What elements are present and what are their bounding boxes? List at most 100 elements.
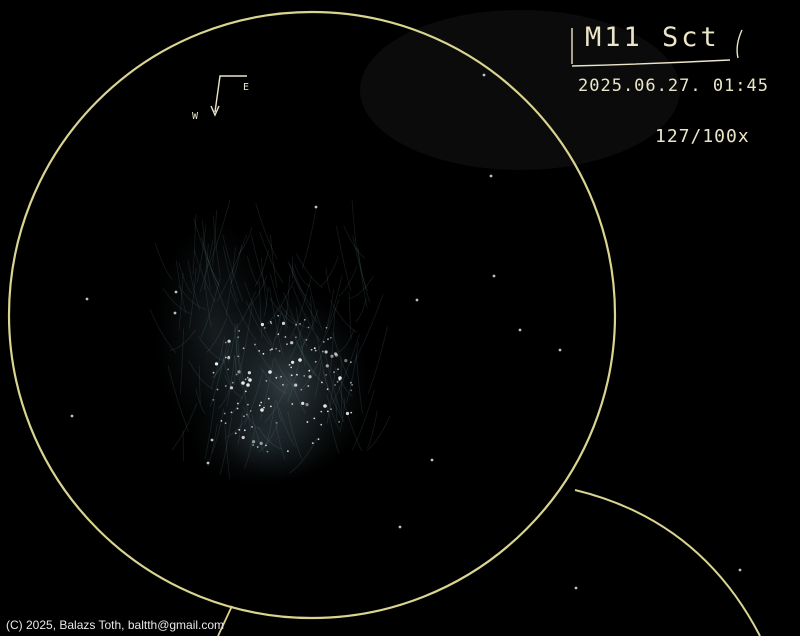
star xyxy=(291,374,293,376)
star xyxy=(245,391,247,393)
star xyxy=(431,459,434,462)
hatch-stroke xyxy=(302,207,316,269)
star xyxy=(320,424,322,426)
star xyxy=(254,344,256,346)
star xyxy=(71,415,74,418)
star xyxy=(277,333,279,335)
star xyxy=(265,445,267,447)
star xyxy=(242,436,245,439)
star xyxy=(330,355,333,358)
star xyxy=(227,369,229,371)
star xyxy=(315,350,317,352)
star xyxy=(351,384,353,386)
star xyxy=(327,411,329,413)
star xyxy=(312,442,314,444)
star xyxy=(260,442,263,445)
star xyxy=(258,350,260,352)
star xyxy=(243,347,245,349)
star xyxy=(307,421,309,423)
compass-arrow xyxy=(211,76,247,115)
hatch-stroke xyxy=(368,326,387,394)
star xyxy=(350,412,352,414)
star xyxy=(270,321,272,323)
star xyxy=(263,353,265,355)
star xyxy=(217,389,219,391)
star xyxy=(338,376,342,380)
star xyxy=(325,374,327,376)
star xyxy=(315,206,318,209)
star xyxy=(296,374,298,376)
star xyxy=(215,362,218,365)
star xyxy=(231,412,233,414)
star xyxy=(280,376,282,378)
star xyxy=(337,368,339,370)
hatch-stroke xyxy=(368,411,378,449)
star xyxy=(314,347,316,349)
cluster-glow xyxy=(155,220,370,485)
star xyxy=(232,382,234,384)
star xyxy=(306,339,308,341)
star xyxy=(335,354,338,357)
star xyxy=(321,382,323,384)
star xyxy=(268,398,270,400)
star xyxy=(323,404,327,408)
star xyxy=(322,351,324,353)
star xyxy=(279,350,281,352)
star xyxy=(575,587,578,590)
compass-west-label: W xyxy=(192,111,199,122)
star xyxy=(246,383,250,387)
star xyxy=(308,370,310,372)
star xyxy=(311,349,313,351)
star xyxy=(333,371,335,373)
star xyxy=(308,375,311,378)
star xyxy=(237,408,239,410)
star xyxy=(282,384,284,386)
star xyxy=(350,390,352,392)
star xyxy=(237,370,240,373)
star xyxy=(308,327,310,329)
star xyxy=(295,324,297,326)
star xyxy=(276,422,278,424)
secondary-field-arc xyxy=(575,490,760,636)
star xyxy=(327,338,329,340)
star xyxy=(259,405,261,407)
star xyxy=(305,403,308,406)
star xyxy=(291,403,293,405)
object-title: M11 Sct xyxy=(585,22,720,53)
star xyxy=(250,410,252,412)
star xyxy=(330,337,332,339)
star xyxy=(303,375,305,377)
star xyxy=(326,327,328,329)
star xyxy=(275,377,277,379)
star xyxy=(175,291,178,294)
star xyxy=(304,319,306,321)
star xyxy=(228,356,230,358)
star xyxy=(267,451,269,453)
hatch-stroke xyxy=(321,257,339,287)
star xyxy=(326,364,329,367)
star xyxy=(174,312,177,315)
star xyxy=(266,380,268,382)
star xyxy=(252,440,255,443)
star xyxy=(237,356,239,358)
star xyxy=(299,323,301,325)
star xyxy=(225,357,227,359)
star xyxy=(224,413,226,415)
star xyxy=(337,381,339,383)
star xyxy=(294,384,297,387)
star xyxy=(739,569,742,572)
hatch-stroke xyxy=(367,416,390,451)
star xyxy=(212,399,214,401)
star xyxy=(211,439,214,442)
star xyxy=(315,361,317,363)
star xyxy=(483,74,486,77)
star xyxy=(416,299,419,302)
compass-east-label: E xyxy=(243,82,250,93)
star xyxy=(257,446,259,448)
star xyxy=(318,438,320,440)
star xyxy=(275,348,277,350)
star xyxy=(248,371,251,374)
copyright-credit: (C) 2025, Balazs Toth, baltth@gmail.com xyxy=(6,618,224,632)
star xyxy=(344,359,347,362)
star xyxy=(346,412,349,415)
